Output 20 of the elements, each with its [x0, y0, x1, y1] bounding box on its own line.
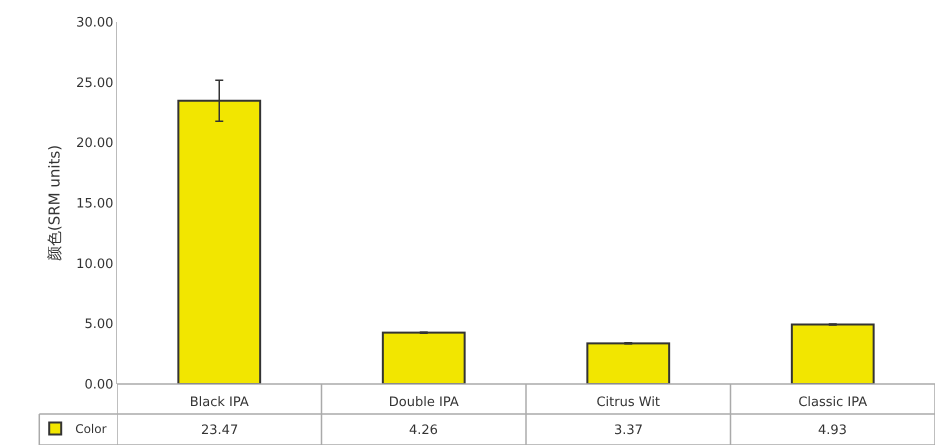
y-tick-label: 0.00: [84, 378, 114, 393]
bar: [586, 342, 670, 384]
data-label: 3.37: [614, 423, 643, 438]
x-tick-label: Black IPA: [190, 395, 249, 410]
y-tick-label: 10.00: [76, 256, 114, 272]
y-tick-label: 20.00: [76, 136, 114, 152]
bar: [790, 324, 875, 384]
y-axis-title: 颜色(SRM units): [45, 144, 64, 262]
data-label: 23.47: [201, 423, 238, 438]
legend-label: Color: [75, 422, 107, 436]
x-tick-label: Double IPA: [388, 395, 459, 410]
y-tick-label: 30.00: [76, 16, 114, 31]
y-tick-label: 25.00: [76, 76, 114, 91]
x-tick-label: Citrus Wit: [596, 395, 660, 410]
data-label: 4.93: [818, 423, 847, 438]
y-tick-label: 15.00: [76, 196, 114, 212]
x-tick-label: Classic IPA: [798, 395, 868, 410]
data-label: 4.26: [409, 423, 438, 438]
y-tick-label: 5.00: [84, 317, 114, 332]
bar: [382, 332, 466, 384]
